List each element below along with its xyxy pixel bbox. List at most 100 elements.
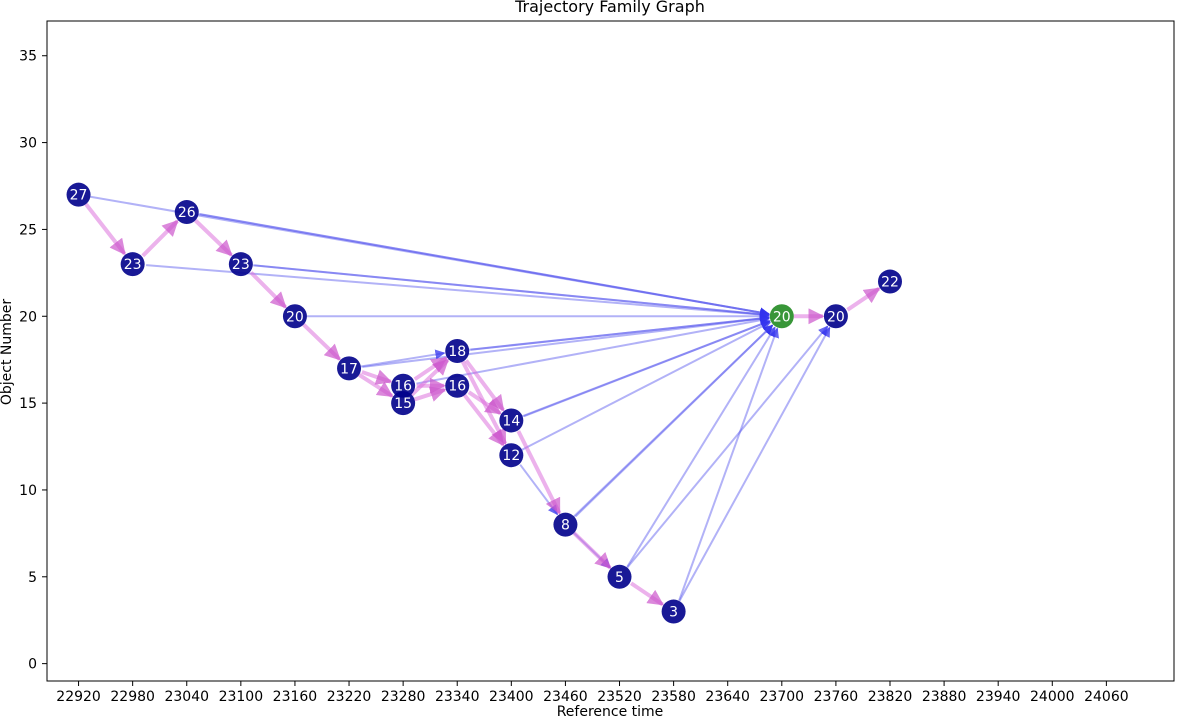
sequence-edge: [194, 218, 233, 257]
node-circle: [337, 356, 362, 381]
merge-edge: [254, 264, 770, 320]
node-circle: [553, 512, 578, 537]
graph-node: 22: [877, 269, 902, 294]
node-label: 17: [340, 361, 358, 377]
y-tick-label: 30: [19, 136, 37, 152]
node-label: 12: [502, 448, 520, 464]
sequence-edge: [361, 369, 393, 385]
node-label: 14: [502, 413, 520, 429]
y-tick-label: 15: [19, 396, 37, 412]
merge-edge: [521, 321, 772, 451]
x-tick-label: 23040: [164, 689, 209, 705]
graph-node: 5: [607, 564, 632, 589]
x-tick-label: 23460: [543, 689, 588, 705]
graph-node: 14: [499, 408, 524, 433]
graph-node: 3: [661, 599, 686, 624]
x-tick-label: 23340: [435, 689, 480, 705]
sequence-edge: [467, 390, 502, 416]
merge-edge: [523, 319, 771, 418]
x-tick-label: 23580: [651, 689, 696, 705]
node-circle: [391, 373, 416, 398]
node-label: 3: [669, 605, 678, 621]
chart-title: Trajectory Family Graph: [514, 0, 705, 16]
merge-edge: [522, 319, 771, 418]
node-label: 16: [394, 379, 412, 395]
node-circle: [66, 182, 91, 207]
node-circle: [499, 408, 524, 433]
merge-edge: [199, 213, 770, 318]
merge-edge: [360, 349, 446, 368]
merge-edge: [90, 195, 770, 318]
node-label: 23: [232, 257, 250, 273]
graph-node: 12: [499, 443, 524, 468]
node-circle: [174, 200, 199, 225]
merge-edge: [574, 324, 774, 518]
x-tick-label: 23700: [760, 689, 805, 705]
sequence-edge: [358, 373, 394, 398]
graph-node: 23: [120, 252, 145, 277]
sequence-edge: [141, 219, 179, 258]
y-axis-ticks: 0 5 10 15 20 25 30 35: [19, 49, 47, 673]
x-tick-label: 23100: [219, 689, 264, 705]
edges-layer: [84, 195, 881, 607]
merge-edge: [678, 326, 831, 602]
graph-node: 20: [282, 304, 307, 329]
graph-node: 18: [445, 339, 470, 363]
sequence-edge: [463, 393, 505, 447]
x-tick-label: 24060: [1084, 689, 1129, 705]
merge-edge: [573, 324, 774, 518]
graph-node: 8: [553, 512, 578, 537]
y-tick-label: 10: [19, 483, 37, 499]
node-circle: [661, 599, 686, 624]
merge-edge: [198, 213, 770, 318]
x-tick-label: 23520: [597, 689, 642, 705]
x-axis-ticks: 22920 22980 23040 23100 23160 23220 23280 23340…: [56, 681, 1129, 705]
y-tick-label: 0: [28, 657, 37, 673]
x-tick-label: 22980: [110, 689, 155, 705]
x-tick-label: 23640: [705, 689, 750, 705]
graph-node: 23: [228, 252, 253, 277]
graph-node: 16: [391, 373, 416, 398]
merge-edge: [678, 327, 779, 601]
y-axis-title: Object Number: [0, 299, 15, 406]
x-tick-label: 24000: [1030, 689, 1075, 705]
node-label: 23: [124, 257, 142, 273]
x-tick-label: 23760: [814, 689, 859, 705]
graph-node: 26: [174, 200, 199, 225]
sequence-edge: [572, 531, 612, 570]
node-circle: [877, 269, 902, 294]
merge-edge: [470, 313, 770, 351]
node-label: 20: [773, 309, 791, 325]
merge-edge: [626, 326, 776, 568]
x-tick-label: 23400: [489, 689, 534, 705]
graph-node: 27: [66, 182, 91, 207]
node-label: 20: [286, 309, 304, 325]
x-tick-label: 22920: [56, 689, 101, 705]
node-label: 26: [178, 205, 196, 221]
node-circle: [391, 391, 416, 416]
x-tick-label: 23820: [868, 689, 913, 705]
merge-edge: [469, 313, 770, 351]
y-tick-label: 5: [28, 570, 37, 586]
node-circle: [823, 304, 848, 329]
node-circle: [120, 252, 145, 277]
node-label: 16: [448, 379, 466, 395]
merge-edge: [626, 325, 829, 569]
y-tick-label: 20: [19, 309, 37, 325]
node-label: 8: [561, 518, 570, 534]
node-label: 5: [615, 570, 624, 586]
sequence-edge: [629, 581, 665, 607]
graph-node: 16: [445, 373, 470, 398]
graph-node: 15: [391, 391, 416, 416]
node-label: 15: [394, 396, 412, 412]
sequence-edge: [84, 202, 127, 256]
sequence-edge: [413, 386, 447, 402]
y-tick-label: 25: [19, 222, 37, 238]
node-label: 27: [70, 188, 88, 204]
node-circle: [282, 304, 307, 329]
node-label: 22: [881, 275, 899, 291]
sequence-edge: [846, 286, 881, 312]
node-circle: [607, 564, 632, 589]
merge-edge: [252, 264, 770, 320]
